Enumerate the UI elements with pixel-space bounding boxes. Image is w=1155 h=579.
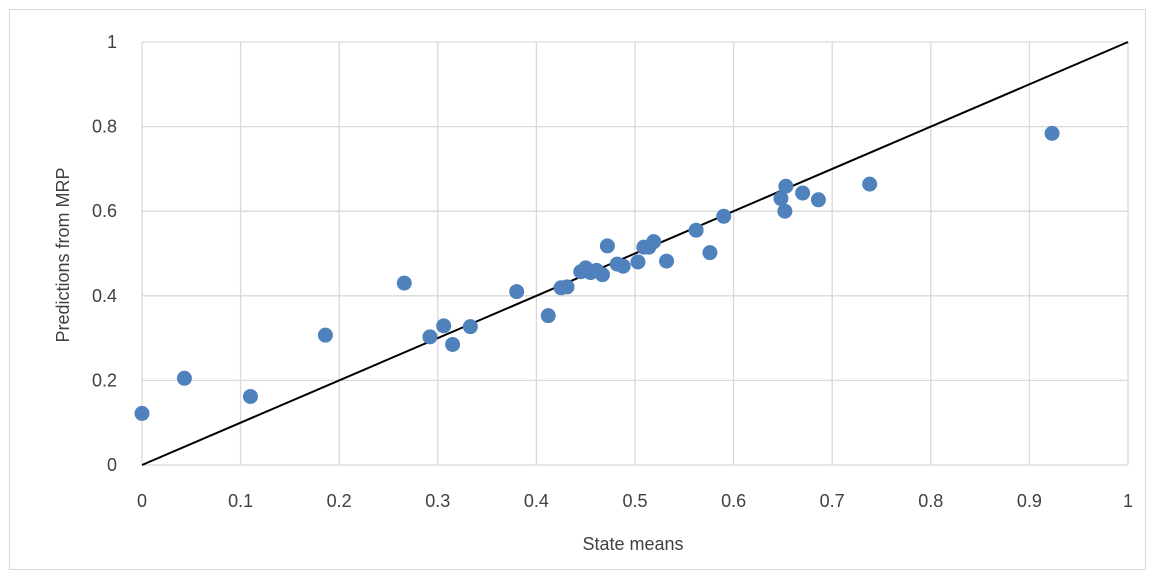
data-point <box>659 253 675 269</box>
x-tick-label: 0.2 <box>327 491 352 511</box>
data-point <box>599 238 615 254</box>
data-point <box>773 191 789 207</box>
reference-line <box>141 41 1129 466</box>
data-point <box>436 318 452 334</box>
data-point <box>716 208 732 224</box>
y-axis: 0 0.2 0.4 0.6 0.8 1 <box>92 32 117 475</box>
x-tick-label: 0.3 <box>425 491 450 511</box>
data-point <box>317 327 333 343</box>
data-point <box>134 405 150 421</box>
x-tick-label: 0.1 <box>228 491 253 511</box>
data-point <box>422 329 438 345</box>
y-tick-label: 1 <box>107 32 117 52</box>
data-point <box>702 245 718 261</box>
y-tick-label: 0.6 <box>92 201 117 221</box>
data-point <box>396 275 412 291</box>
x-tick-label: 0.6 <box>721 491 746 511</box>
data-point <box>176 370 192 386</box>
data-point <box>688 222 704 238</box>
data-point <box>559 279 575 295</box>
data-points <box>134 125 1060 421</box>
x-tick-label: 0.7 <box>820 491 845 511</box>
data-point <box>862 176 878 192</box>
data-point <box>795 185 811 201</box>
data-point <box>462 319 478 335</box>
y-axis-title: Predictions from MRP <box>53 167 73 342</box>
y-tick-label: 0.4 <box>92 286 117 306</box>
x-tick-label: 0.4 <box>524 491 549 511</box>
data-point <box>594 267 610 283</box>
x-tick-label: 0 <box>137 491 147 511</box>
data-point <box>646 234 662 250</box>
y-tick-label: 0 <box>107 455 117 475</box>
data-point <box>509 284 525 300</box>
data-point <box>242 388 258 404</box>
y-tick-label: 0.8 <box>92 117 117 137</box>
data-point <box>777 203 793 219</box>
y-tick-label: 0.2 <box>92 370 117 390</box>
x-tick-label: 1 <box>1123 491 1133 511</box>
data-point <box>1044 125 1060 141</box>
x-tick-label: 0.5 <box>622 491 647 511</box>
data-point <box>810 192 826 208</box>
x-axis-title: State means <box>582 534 683 554</box>
data-point <box>778 178 794 194</box>
x-tick-label: 0.8 <box>918 491 943 511</box>
data-point <box>630 254 646 270</box>
data-point <box>445 336 461 352</box>
x-tick-label: 0.9 <box>1017 491 1042 511</box>
data-point <box>615 258 631 274</box>
gridlines <box>141 41 1129 466</box>
data-point <box>540 308 556 324</box>
x-axis: 0 0.1 0.2 0.3 0.4 0.5 0.6 0.7 0.8 0.9 1 <box>137 491 1133 511</box>
chart-area <box>9 9 1146 570</box>
